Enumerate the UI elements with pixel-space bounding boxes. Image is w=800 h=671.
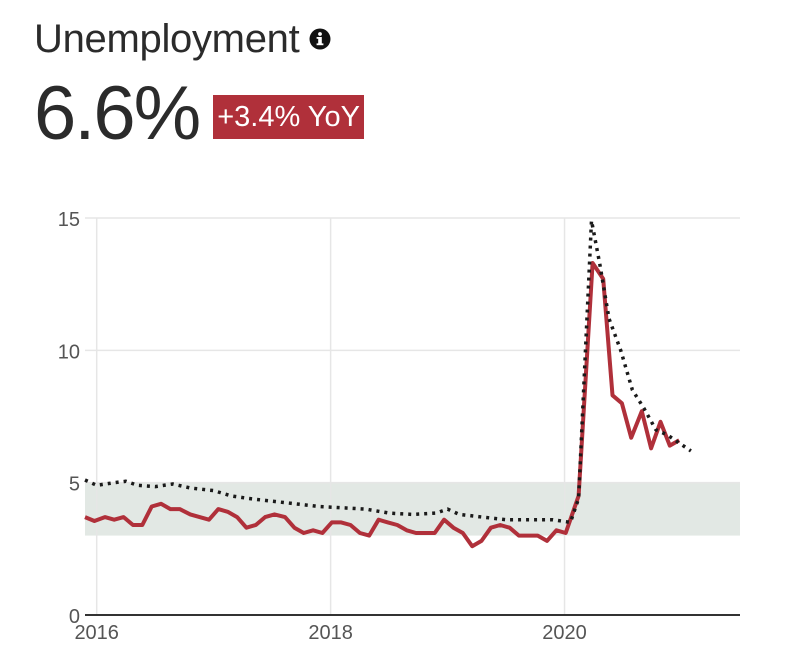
- x-tick-label: 2016: [74, 622, 119, 644]
- title-row: Unemployment: [34, 14, 774, 64]
- y-tick-label: 10: [58, 341, 80, 363]
- y-tick-label: 0: [69, 606, 80, 628]
- trend-series-line: [84, 218, 692, 525]
- unemployment-series-line: [84, 261, 681, 549]
- info-icon[interactable]: [309, 28, 331, 50]
- metric-title: Unemployment: [34, 17, 300, 61]
- x-tick-label: 2018: [308, 622, 353, 644]
- grid: [85, 217, 740, 616]
- metric-value: 6.6%: [34, 71, 201, 156]
- series-lines: [84, 218, 692, 549]
- header: Unemployment 6.6% +3.4% YoY: [34, 14, 774, 154]
- x-tick-label: 2020: [542, 622, 587, 644]
- normal-range-band: [85, 482, 740, 536]
- y-tick-label: 15: [58, 209, 80, 231]
- yoy-badge: +3.4% YoY: [213, 95, 364, 139]
- y-tick-label: 5: [69, 474, 80, 496]
- x-axis: 2016 2018 2020: [74, 622, 586, 644]
- y-axis: 0 5 10 15: [58, 209, 80, 628]
- value-row: 6.6% +3.4% YoY: [34, 74, 774, 154]
